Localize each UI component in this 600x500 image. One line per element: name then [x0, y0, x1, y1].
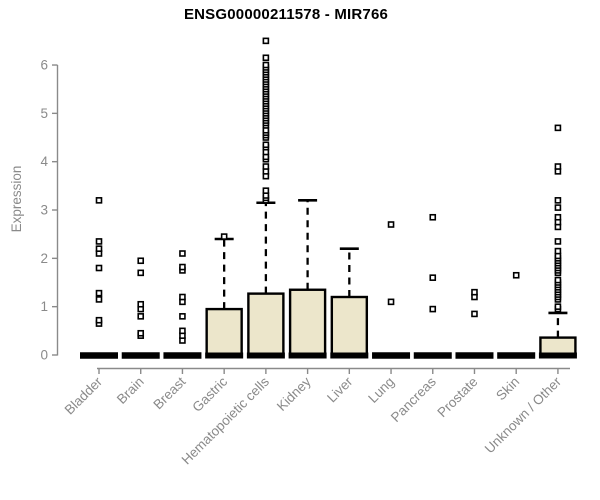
- x-tick-label-pancreas: Pancreas: [388, 374, 439, 425]
- outlier-marker: [429, 213, 437, 221]
- flat-box-prostate: [455, 352, 494, 359]
- outlier-marker: [554, 197, 562, 204]
- box-hematopoietic-cells: [247, 292, 285, 357]
- chart-title: ENSG00000211578 - MIR766: [183, 6, 389, 23]
- box-kidney: [288, 288, 327, 357]
- outlier-marker: [220, 233, 228, 240]
- outlier-marker: [179, 250, 186, 257]
- flat-box-pancreas: [413, 352, 452, 359]
- outlier-marker: [554, 163, 562, 170]
- outlier-marker: [429, 305, 437, 313]
- outlier-marker: [471, 288, 478, 296]
- outlier-marker: [179, 327, 186, 335]
- outlier-marker: [262, 187, 270, 194]
- y-tick-label: 3: [40, 203, 48, 218]
- outlier-marker: [137, 313, 145, 320]
- outlier-marker: [137, 257, 145, 265]
- x-tick-label-lung: Lung: [365, 374, 397, 406]
- outlier-marker: [554, 238, 562, 245]
- outlier-marker: [554, 247, 562, 255]
- y-tick-label: 5: [40, 106, 48, 121]
- outlier-marker: [262, 37, 270, 45]
- y-tick-label: 0: [40, 348, 48, 363]
- outlier-marker: [95, 238, 103, 245]
- x-tick-label-prostate: Prostate: [434, 374, 480, 420]
- y-tick-label: 6: [40, 58, 48, 73]
- outlier-marker: [554, 124, 562, 132]
- outlier-marker: [554, 204, 562, 211]
- outlier-marker: [179, 313, 186, 320]
- x-tick-label-bladder: Bladder: [62, 374, 106, 418]
- x-tick-label-kidney: Kidney: [274, 374, 314, 414]
- outlier-marker: [95, 296, 103, 303]
- outlier-marker: [179, 293, 186, 301]
- outlier-marker: [387, 298, 395, 306]
- x-tick-label-brain: Brain: [114, 374, 147, 407]
- outlier-marker: [471, 310, 478, 318]
- flat-box-bladder: [80, 352, 118, 359]
- flat-box-brain: [121, 352, 160, 359]
- outlier-marker: [262, 163, 270, 170]
- outlier-marker: [429, 274, 437, 281]
- outlier-marker: [137, 300, 145, 308]
- box-liver: [330, 295, 369, 357]
- box-unknown-other: [539, 336, 577, 357]
- flat-box-lung: [372, 352, 411, 359]
- outlier-marker: [137, 329, 145, 337]
- x-tick-label-unknown-other: Unknown / Other: [482, 374, 565, 457]
- flat-box-breast: [163, 352, 202, 359]
- y-tick-label: 2: [40, 251, 48, 266]
- outlier-marker: [137, 269, 145, 277]
- outlier-marker: [95, 197, 103, 204]
- outlier-marker: [512, 271, 520, 279]
- outlier-marker: [262, 141, 270, 149]
- x-tick-label-liver: Liver: [324, 374, 356, 406]
- x-tick-label-skin: Skin: [493, 374, 522, 403]
- y-tick-label: 1: [40, 299, 48, 314]
- box-gastric: [205, 307, 243, 357]
- outlier-marker: [554, 276, 562, 284]
- outlier-marker: [95, 264, 103, 272]
- outlier-marker: [387, 221, 395, 228]
- outlier-marker: [95, 289, 103, 297]
- outlier-marker: [262, 54, 270, 62]
- flat-box-skin: [497, 352, 536, 359]
- x-tick-label-breast: Breast: [150, 374, 188, 412]
- x-tick-label-gastric: Gastric: [189, 374, 230, 415]
- outlier-marker: [95, 245, 103, 252]
- y-tick-label: 4: [40, 154, 48, 169]
- outlier-marker: [95, 316, 103, 324]
- outlier-marker: [262, 61, 270, 69]
- outlier-marker: [554, 303, 562, 310]
- outlier-marker: [179, 263, 186, 271]
- outlier-marker: [554, 213, 562, 221]
